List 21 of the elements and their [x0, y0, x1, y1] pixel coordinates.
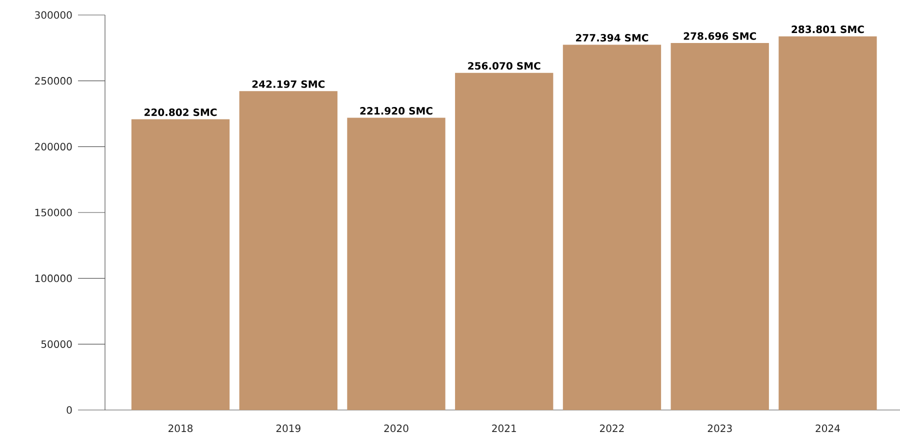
x-tick-label: 2021 — [492, 424, 516, 432]
data-label: 221.920 SMC — [360, 107, 432, 115]
data-label: 220.802 SMC — [144, 108, 217, 116]
data-label: 283.801 SMC — [792, 26, 864, 34]
data-label: 256.070 SMC — [468, 62, 540, 70]
data-label: 278.696 SMC — [684, 32, 756, 40]
x-tick-label: 2024 — [816, 424, 840, 432]
y-tick-label: 150000 — [35, 208, 72, 216]
x-tick-label: 2019 — [276, 424, 300, 432]
y-tick-label: 50000 — [41, 340, 72, 348]
y-tick-label: 0 — [66, 406, 72, 414]
data-label: 277.394 SMC — [576, 34, 648, 42]
x-tick-label: 2022 — [600, 424, 624, 432]
y-tick-label: 100000 — [35, 274, 72, 282]
x-tick-label: 2018 — [168, 424, 193, 432]
y-tick-label: 250000 — [35, 77, 72, 85]
y-tick-label: 200000 — [35, 142, 72, 150]
data-label: 242.197 SMC — [252, 80, 325, 88]
y-tick-label: 300000 — [35, 11, 72, 19]
x-tick-label: 2023 — [708, 424, 732, 432]
x-tick-label: 2020 — [384, 424, 408, 432]
